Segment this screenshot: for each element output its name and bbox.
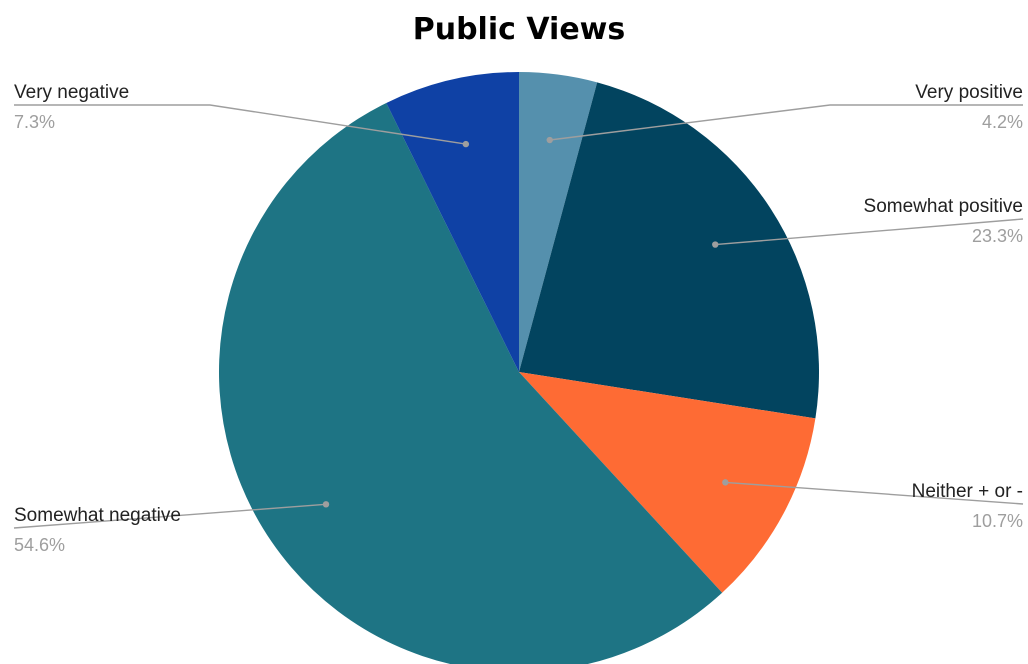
pie-slice-very-positive xyxy=(519,72,598,372)
leader-line-somewhat-positive xyxy=(715,218,1024,246)
leader-line-very-negative xyxy=(14,104,467,145)
pie-slice-somewhat-negative xyxy=(219,102,723,664)
chart-title: Public Views xyxy=(413,12,626,47)
slice-percent-somewhat-negative: 54.6% xyxy=(14,535,65,555)
slice-percent-very-positive: 4.2% xyxy=(982,112,1023,132)
leader-dot-somewhat-negative xyxy=(322,501,330,508)
leader-dot-somewhat-positive xyxy=(712,241,719,248)
slice-label-neither-or: Neither + or - xyxy=(912,481,1023,502)
slice-percent-very-negative: 7.3% xyxy=(14,112,55,132)
slice-label-very-negative: Very negative xyxy=(14,82,129,103)
pie-slice-very-negative xyxy=(386,72,519,372)
slice-label-very-positive: Very positive xyxy=(915,82,1023,103)
leader-line-neither-or xyxy=(725,481,1024,505)
leader-line-somewhat-negative xyxy=(13,503,327,529)
slice-label-somewhat-positive: Somewhat positive xyxy=(864,196,1023,217)
slice-percent-neither-or: 10.7% xyxy=(972,511,1023,531)
pie-slices xyxy=(219,72,820,664)
leader-dot-very-positive xyxy=(546,136,553,144)
pie-slice-neither-or xyxy=(519,372,816,593)
slice-label-somewhat-negative: Somewhat negative xyxy=(14,505,181,526)
leader-line-very-positive xyxy=(549,104,1023,141)
slice-percent-somewhat-positive: 23.3% xyxy=(972,226,1023,246)
pie-slice-somewhat-positive xyxy=(519,82,820,419)
pie-labels: Very positive 4.2% Somewhat positive 23.3% N… xyxy=(13,82,1024,555)
